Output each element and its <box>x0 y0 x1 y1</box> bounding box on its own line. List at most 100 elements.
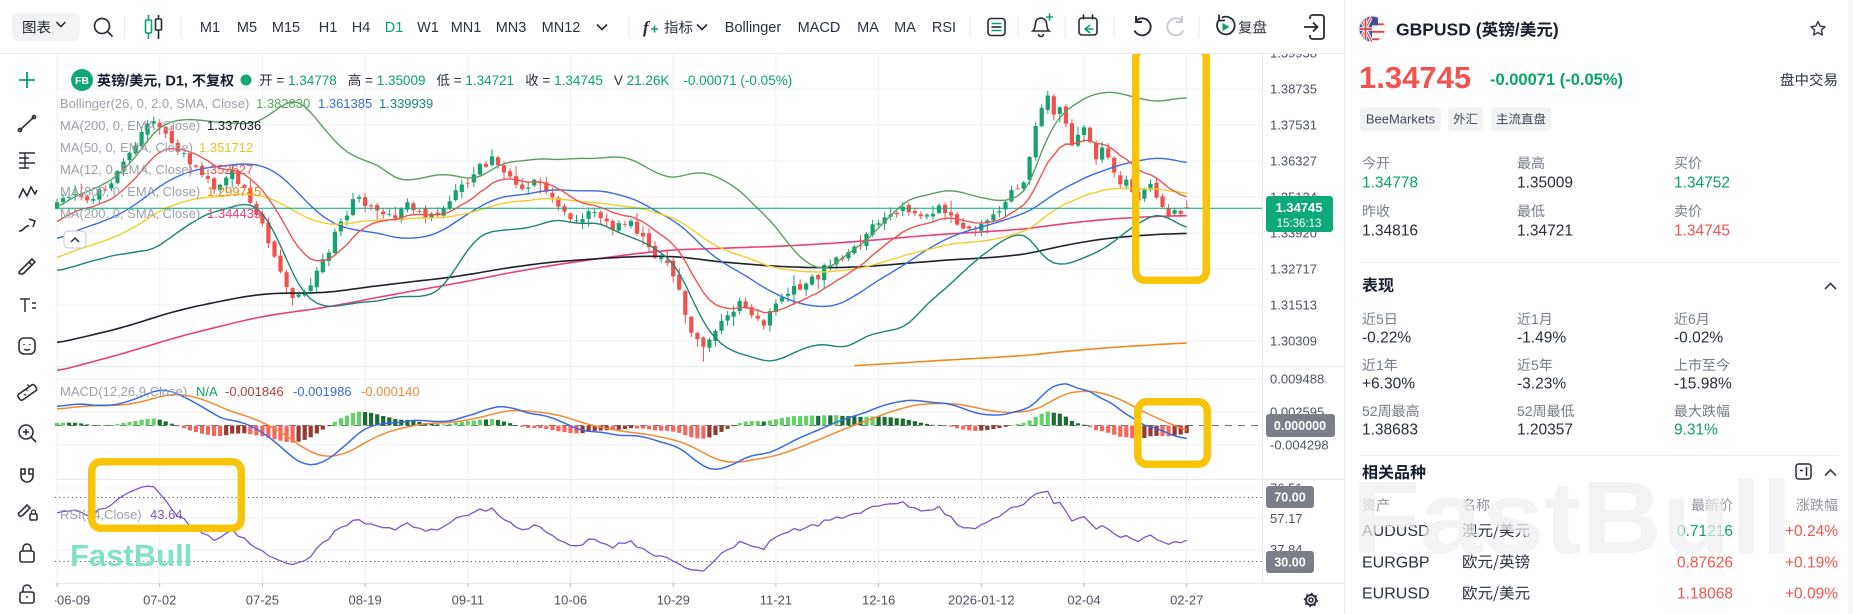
svg-text:BeeMarkets: BeeMarkets <box>1366 112 1436 127</box>
svg-text:-3.23%: -3.23% <box>1517 376 1566 393</box>
svg-text:V: V <box>614 73 623 88</box>
svg-text:10-06: 10-06 <box>554 593 587 608</box>
svg-text:1.34778: 1.34778 <box>288 73 337 88</box>
svg-text:-0.02%: -0.02% <box>1674 330 1723 347</box>
svg-text:2026-01-12: 2026-01-12 <box>948 593 1015 608</box>
svg-text:11-21: 11-21 <box>760 593 792 608</box>
svg-text:1.34778: 1.34778 <box>1362 175 1418 192</box>
svg-text:02-27: 02-27 <box>1170 593 1203 608</box>
svg-text:6: 6 <box>1688 311 1696 327</box>
svg-text:MN1: MN1 <box>451 20 482 36</box>
svg-text:/: / <box>125 74 129 90</box>
svg-text:MA(800, 0, EMA, Close): MA(800, 0, EMA, Close) <box>60 184 200 199</box>
svg-text:15:36:13: 15:36:13 <box>1277 218 1322 230</box>
svg-text:1.299745: 1.299745 <box>207 184 261 199</box>
svg-text:57.17: 57.17 <box>1270 511 1303 526</box>
svg-text:MA(12, 0, EMA, Close): MA(12, 0, EMA, Close) <box>60 162 193 177</box>
svg-text:1: 1 <box>1531 311 1539 327</box>
svg-text:-0.001986: -0.001986 <box>293 384 352 399</box>
svg-text:1.38683: 1.38683 <box>1362 422 1418 439</box>
svg-text:1.34752: 1.34752 <box>1674 175 1730 192</box>
svg-text:H1: H1 <box>319 20 338 36</box>
svg-text:52: 52 <box>1362 403 1378 419</box>
svg-text:W1: W1 <box>417 20 439 36</box>
svg-text:1.361385: 1.361385 <box>318 96 372 111</box>
svg-text:1.20357: 1.20357 <box>1517 422 1573 439</box>
svg-text:=: = <box>365 73 373 88</box>
svg-text:+6.30%: +6.30% <box>1362 376 1415 393</box>
svg-text:FastBull: FastBull <box>70 538 192 573</box>
svg-text:M1: M1 <box>200 20 220 36</box>
svg-text:MN12: MN12 <box>542 20 581 36</box>
svg-text:-0.00071 (-0.05%): -0.00071 (-0.05%) <box>683 73 792 88</box>
svg-text:EURUSD: EURUSD <box>1362 586 1430 603</box>
svg-text:MACD(12,26,9,Close): MACD(12,26,9,Close) <box>60 384 187 399</box>
svg-text:1: 1 <box>1376 357 1384 373</box>
svg-text:1.34745: 1.34745 <box>1359 60 1471 95</box>
svg-text:MA(50, 0, EMA, Close): MA(50, 0, EMA, Close) <box>60 140 193 155</box>
svg-text:M5: M5 <box>237 20 257 36</box>
svg-text:): ) <box>1553 20 1559 40</box>
svg-text:-0.000140: -0.000140 <box>361 384 420 399</box>
svg-text:08-19: 08-19 <box>348 593 381 608</box>
svg-text:H4: H4 <box>352 20 371 36</box>
svg-text:1.34745: 1.34745 <box>1276 200 1323 215</box>
svg-text:-0.22%: -0.22% <box>1362 330 1411 347</box>
svg-text:1.18068: 1.18068 <box>1677 586 1733 603</box>
svg-text:EURGBP: EURGBP <box>1362 554 1430 571</box>
svg-text:=: = <box>454 73 462 88</box>
svg-text:1.352627: 1.352627 <box>199 162 253 177</box>
svg-text:=: = <box>542 73 550 88</box>
svg-text:07-25: 07-25 <box>246 593 279 608</box>
svg-text:MACD: MACD <box>798 20 841 36</box>
svg-text:=: = <box>276 73 284 88</box>
svg-text:MA: MA <box>857 20 879 36</box>
svg-text:0.000000: 0.000000 <box>1274 419 1326 433</box>
svg-text:1.344439: 1.344439 <box>207 206 261 221</box>
svg-text:GBPUSD (: GBPUSD ( <box>1396 20 1482 40</box>
svg-text:07-02: 07-02 <box>143 593 176 608</box>
svg-text:-1.49%: -1.49% <box>1517 330 1566 347</box>
svg-text:1.35009: 1.35009 <box>377 73 426 88</box>
svg-text:D1: D1 <box>385 20 404 36</box>
svg-text:+0.19%: +0.19% <box>1785 554 1838 571</box>
svg-text:1.38735: 1.38735 <box>1270 82 1317 97</box>
svg-text:12-16: 12-16 <box>862 593 895 608</box>
svg-text:1.34721: 1.34721 <box>1517 223 1573 240</box>
svg-text:1.34745: 1.34745 <box>1674 223 1730 240</box>
svg-text:1.34721: 1.34721 <box>465 73 514 88</box>
svg-text:RSI(14,Close): RSI(14,Close) <box>60 507 142 522</box>
svg-text:52: 52 <box>1517 403 1533 419</box>
svg-text:N/A: N/A <box>196 384 218 399</box>
svg-text:Bollinger(26, 0, 2.0, SMA, Clo: Bollinger(26, 0, 2.0, SMA, Close) <box>60 96 249 111</box>
svg-text:Bollinger: Bollinger <box>725 20 782 36</box>
svg-text:09-11: 09-11 <box>452 593 484 608</box>
svg-text:-0.001846: -0.001846 <box>225 384 284 399</box>
svg-text:1.34816: 1.34816 <box>1362 223 1418 240</box>
svg-text:43.64: 43.64 <box>150 507 183 522</box>
svg-text:RSI: RSI <box>932 20 956 36</box>
svg-text:FastBull: FastBull <box>1352 460 1793 575</box>
svg-text:M15: M15 <box>272 20 300 36</box>
svg-text:FB: FB <box>75 75 89 87</box>
svg-text:1.32717: 1.32717 <box>1270 262 1317 277</box>
svg-text:-0.004298: -0.004298 <box>1270 438 1329 453</box>
svg-text:-15.98%: -15.98% <box>1674 376 1732 393</box>
svg-text:1.337036: 1.337036 <box>207 118 261 133</box>
svg-text:, D1,: , D1, <box>157 74 188 90</box>
svg-text:1.31513: 1.31513 <box>1270 298 1317 313</box>
svg-text:MA(200, 0, EMA, Close): MA(200, 0, EMA, Close) <box>60 118 200 133</box>
svg-text:1.35009: 1.35009 <box>1517 175 1573 192</box>
svg-text:5: 5 <box>1376 311 1384 327</box>
svg-text:MN3: MN3 <box>496 20 527 36</box>
svg-text:70.00: 70.00 <box>1274 491 1305 505</box>
svg-text:f: f <box>643 18 651 37</box>
svg-text:+0.09%: +0.09% <box>1785 586 1838 603</box>
svg-text:MA(200, 0, SMA, Close): MA(200, 0, SMA, Close) <box>60 206 200 221</box>
svg-text:0.87626: 0.87626 <box>1677 554 1733 571</box>
svg-text:1.36327: 1.36327 <box>1270 154 1317 169</box>
svg-text:-0.00071 (-0.05%): -0.00071 (-0.05%) <box>1490 71 1623 89</box>
svg-text:/: / <box>1515 20 1520 40</box>
svg-text:1.351712: 1.351712 <box>199 140 253 155</box>
svg-text:1.30309: 1.30309 <box>1270 334 1317 349</box>
